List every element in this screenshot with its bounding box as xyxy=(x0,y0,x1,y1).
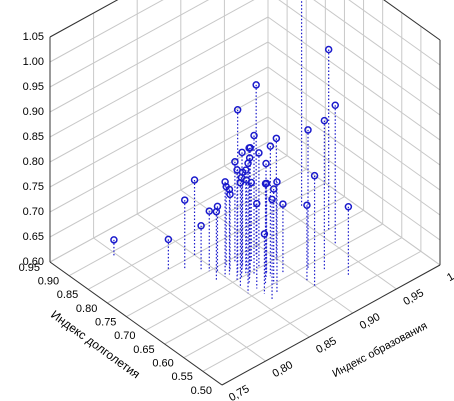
point xyxy=(233,106,242,114)
point xyxy=(331,101,339,110)
grid-line xyxy=(145,209,364,331)
z-tick-label: 0.80 xyxy=(23,156,44,168)
point xyxy=(238,168,247,177)
point xyxy=(303,201,311,209)
z-tick-label: 0.75 xyxy=(23,181,44,193)
grid-line xyxy=(348,0,441,66)
y-tick-label: 0.65 xyxy=(133,344,154,356)
grid-line xyxy=(49,41,269,163)
z-tick-label: 0.95 xyxy=(23,81,44,93)
y-tick-label: 0.85 xyxy=(57,289,78,301)
x-tick-label: 1,00 xyxy=(445,263,454,284)
point xyxy=(344,202,353,211)
point xyxy=(205,207,214,215)
point xyxy=(279,200,287,208)
grid-line xyxy=(313,0,441,91)
grid-line xyxy=(49,0,210,88)
point xyxy=(260,230,269,238)
z-tick-label: 1.00 xyxy=(23,56,44,68)
y-tick-label: 0.80 xyxy=(76,303,97,315)
axis-edge xyxy=(383,0,441,41)
point xyxy=(250,131,258,140)
point xyxy=(164,235,173,244)
axis-edge xyxy=(49,0,119,38)
point xyxy=(245,144,253,152)
point xyxy=(225,185,234,194)
point xyxy=(320,116,329,125)
grid-line xyxy=(49,116,269,238)
y-tick-label: 0.50 xyxy=(191,385,212,397)
grid-line xyxy=(180,189,354,314)
point xyxy=(190,176,199,184)
grid-line xyxy=(49,66,269,188)
point xyxy=(268,195,276,204)
point xyxy=(262,179,271,188)
y-tick-label: 0.75 xyxy=(95,317,116,329)
grid-line xyxy=(278,0,441,116)
point xyxy=(197,221,205,230)
grid-line xyxy=(183,237,403,359)
z-tick-label: 0.65 xyxy=(23,231,44,243)
y-tick-label: 0.70 xyxy=(114,330,135,342)
grid-line xyxy=(49,0,164,63)
point xyxy=(269,185,278,193)
z-tick-label: 0.70 xyxy=(23,206,44,218)
grid-line xyxy=(267,116,441,241)
grid-line xyxy=(267,41,441,166)
point xyxy=(238,148,246,157)
grid-line xyxy=(49,16,269,138)
z-tick-label: 0.60 xyxy=(23,256,44,268)
grid-line xyxy=(267,141,441,266)
grid-line xyxy=(107,182,326,304)
point xyxy=(262,159,270,168)
axis-edge xyxy=(221,264,441,386)
point xyxy=(221,178,229,186)
z-tick-label: 0.85 xyxy=(23,131,44,143)
point xyxy=(226,190,234,199)
grid-line xyxy=(93,237,266,362)
point xyxy=(252,81,260,89)
y-tick-label: 0.60 xyxy=(152,358,173,370)
point xyxy=(244,159,252,168)
point xyxy=(180,196,189,204)
y-tick-label: 0.55 xyxy=(171,371,192,383)
point xyxy=(110,236,118,244)
grid-line xyxy=(267,66,441,191)
point xyxy=(242,176,251,184)
point xyxy=(310,171,319,180)
floor xyxy=(50,142,440,385)
grid-line xyxy=(49,0,255,113)
point xyxy=(266,142,275,150)
grid-line xyxy=(224,165,397,290)
y-tick-label: 0.95 xyxy=(19,262,40,274)
point xyxy=(213,202,222,211)
point xyxy=(231,158,239,166)
axis-edge xyxy=(49,261,223,386)
grid-line xyxy=(68,155,288,277)
point xyxy=(253,199,261,208)
z-tick-label: 1.05 xyxy=(23,31,44,43)
grid-line xyxy=(202,250,422,372)
z-tick-label: 0.90 xyxy=(23,106,44,118)
point xyxy=(272,134,281,143)
grid-line xyxy=(49,91,269,213)
grid-line xyxy=(136,213,310,338)
point xyxy=(236,179,245,187)
grid-line xyxy=(267,91,441,216)
grid-line xyxy=(267,16,441,141)
y-tick-label: 0.90 xyxy=(38,276,59,288)
point xyxy=(324,45,333,54)
point xyxy=(304,126,312,134)
